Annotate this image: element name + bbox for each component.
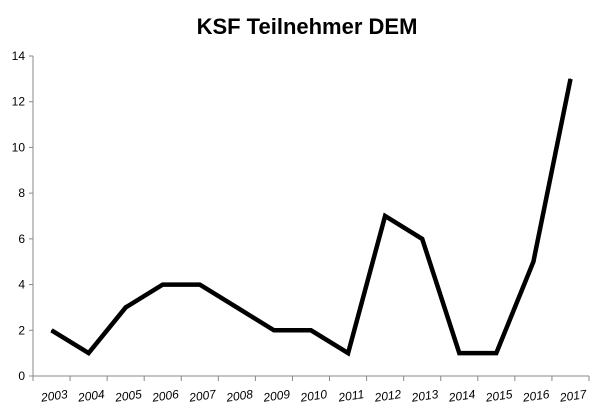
series-group	[50, 78, 573, 357]
data-point	[162, 284, 164, 286]
x-tick-label: 2016	[521, 387, 551, 405]
y-tick-label: 12	[12, 95, 26, 109]
y-tick-label: 14	[12, 49, 26, 63]
x-tick-label: 2004	[76, 387, 106, 405]
x-tick-label: 2014	[447, 387, 477, 405]
y-tick-label: 4	[18, 278, 25, 292]
x-tick-label: 2009	[262, 387, 292, 405]
data-point	[569, 78, 571, 80]
x-tick-label: 2012	[373, 387, 403, 405]
data-point	[199, 284, 201, 286]
y-axis-ticks: 0 2 4 6 8 10 12 14	[12, 49, 33, 383]
data-point	[347, 352, 349, 354]
data-point	[421, 238, 423, 240]
y-tick-label: 8	[18, 186, 25, 200]
data-point	[495, 352, 497, 354]
data-point	[458, 352, 460, 354]
y-tick-label: 6	[18, 232, 25, 246]
x-tick-label: 2005	[113, 387, 143, 405]
x-tick-label: 2015	[484, 387, 514, 405]
x-tick-label: 2008	[224, 387, 254, 405]
x-tick-label: 2017	[558, 387, 589, 405]
data-point	[384, 215, 386, 217]
y-tick-label: 10	[12, 140, 26, 154]
chart-title: KSF Teilnehmer DEM	[197, 14, 418, 39]
x-tick-label: 2006	[150, 387, 180, 405]
data-point	[310, 329, 312, 331]
data-point	[236, 306, 238, 308]
x-tick-label: 2011	[337, 387, 365, 405]
x-axis-ticks: 2003 2004 2005 2006 2007 2008 2009 2010 2011 2012…	[32, 376, 590, 405]
y-tick-label: 2	[18, 323, 25, 337]
x-tick-label: 2003	[39, 387, 69, 405]
data-point	[532, 261, 534, 263]
x-tick-label: 2007	[187, 387, 218, 405]
x-tick-label: 2013	[410, 387, 440, 405]
x-tick-label: 2010	[299, 387, 329, 405]
series-line	[50, 78, 573, 357]
data-point	[273, 329, 275, 331]
data-point	[88, 352, 90, 354]
data-point	[125, 306, 127, 308]
y-tick-label: 0	[18, 369, 25, 383]
data-point	[51, 329, 53, 331]
